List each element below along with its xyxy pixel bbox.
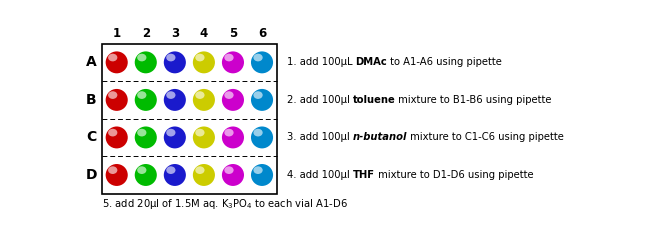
Text: 6: 6: [258, 27, 266, 40]
Text: THF: THF: [352, 170, 374, 180]
Text: 2. add 100μl: 2. add 100μl: [287, 95, 352, 105]
Ellipse shape: [166, 91, 176, 99]
Ellipse shape: [108, 166, 118, 174]
Ellipse shape: [254, 166, 263, 174]
Text: 4: 4: [200, 27, 208, 40]
Ellipse shape: [164, 164, 186, 186]
Text: 1. add 100μL: 1. add 100μL: [287, 57, 356, 67]
Text: C: C: [86, 130, 96, 145]
Text: 1: 1: [112, 27, 121, 40]
Ellipse shape: [106, 164, 128, 186]
Ellipse shape: [166, 166, 176, 174]
Ellipse shape: [164, 51, 186, 73]
Ellipse shape: [224, 91, 233, 99]
Text: mixture to B1-B6 using pipette: mixture to B1-B6 using pipette: [395, 95, 552, 105]
Text: 3: 3: [171, 27, 179, 40]
Ellipse shape: [222, 126, 244, 149]
Ellipse shape: [108, 91, 118, 99]
Text: n-butanol: n-butanol: [352, 133, 407, 142]
Ellipse shape: [106, 89, 128, 111]
Text: 2: 2: [142, 27, 150, 40]
Ellipse shape: [108, 129, 118, 137]
Ellipse shape: [135, 126, 157, 149]
Ellipse shape: [193, 51, 215, 73]
Ellipse shape: [254, 54, 263, 61]
Ellipse shape: [195, 166, 205, 174]
Ellipse shape: [222, 51, 244, 73]
Text: mixture to D1-D6 using pipette: mixture to D1-D6 using pipette: [374, 170, 533, 180]
Ellipse shape: [135, 164, 157, 186]
Text: mixture to C1-C6 using pipette: mixture to C1-C6 using pipette: [407, 133, 564, 142]
Ellipse shape: [135, 89, 157, 111]
Ellipse shape: [137, 54, 146, 61]
Ellipse shape: [224, 129, 233, 137]
Ellipse shape: [195, 91, 205, 99]
Ellipse shape: [106, 126, 128, 149]
Ellipse shape: [164, 89, 186, 111]
Ellipse shape: [193, 126, 215, 149]
Ellipse shape: [251, 89, 273, 111]
Text: D: D: [86, 168, 97, 182]
Text: toluene: toluene: [352, 95, 395, 105]
Ellipse shape: [251, 164, 273, 186]
Ellipse shape: [222, 164, 244, 186]
Ellipse shape: [164, 126, 186, 149]
Ellipse shape: [108, 54, 118, 61]
Text: to A1-A6 using pipette: to A1-A6 using pipette: [387, 57, 502, 67]
Text: B: B: [86, 93, 97, 107]
Text: 5: 5: [229, 27, 237, 40]
Ellipse shape: [254, 91, 263, 99]
Ellipse shape: [166, 129, 176, 137]
Ellipse shape: [222, 89, 244, 111]
FancyBboxPatch shape: [102, 44, 276, 194]
Ellipse shape: [224, 166, 233, 174]
Ellipse shape: [193, 89, 215, 111]
Ellipse shape: [195, 54, 205, 61]
Text: 5. add 20μl of 1.5M aq. K$_{3}$PO$_{4}$ to each vial A1-D6: 5. add 20μl of 1.5M aq. K$_{3}$PO$_{4}$ …: [102, 197, 348, 211]
Text: A: A: [86, 55, 97, 69]
Ellipse shape: [135, 51, 157, 73]
Text: 3. add 100μl: 3. add 100μl: [287, 133, 352, 142]
Ellipse shape: [106, 51, 128, 73]
Ellipse shape: [251, 126, 273, 149]
Ellipse shape: [224, 54, 233, 61]
Text: 4. add 100μl: 4. add 100μl: [287, 170, 352, 180]
Text: DMAc: DMAc: [356, 57, 387, 67]
Ellipse shape: [251, 51, 273, 73]
Ellipse shape: [193, 164, 215, 186]
Ellipse shape: [137, 166, 146, 174]
Ellipse shape: [137, 91, 146, 99]
Ellipse shape: [254, 129, 263, 137]
Ellipse shape: [137, 129, 146, 137]
Ellipse shape: [195, 129, 205, 137]
Ellipse shape: [166, 54, 176, 61]
